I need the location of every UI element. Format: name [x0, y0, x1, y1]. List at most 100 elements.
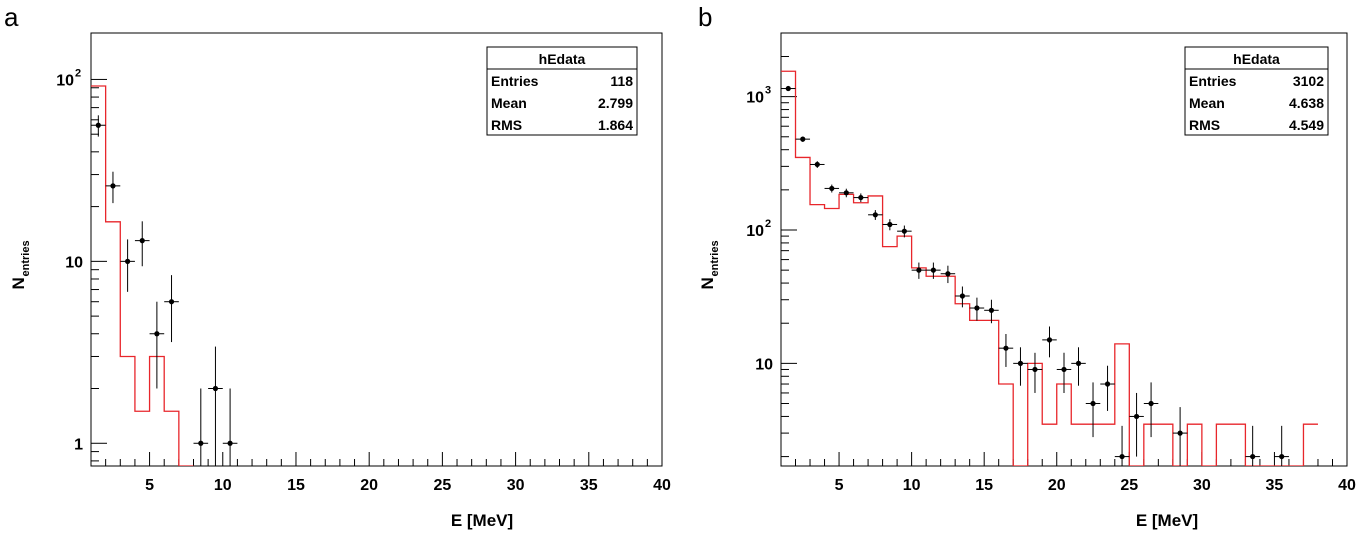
data-point [1027, 352, 1043, 393]
data-point [164, 275, 179, 343]
point-marker [1104, 381, 1111, 387]
data-point [1143, 382, 1159, 438]
point-marker [1250, 453, 1256, 460]
data-point [120, 239, 135, 292]
point-marker [843, 190, 849, 196]
data-points [91, 115, 238, 466]
data-point [911, 262, 927, 279]
y-tick-label: 10 [755, 356, 773, 373]
data-point [940, 265, 956, 284]
data-point [193, 388, 209, 466]
point-marker [168, 299, 175, 305]
data-point [1129, 392, 1144, 457]
data-point [1056, 352, 1072, 393]
data-point [955, 286, 970, 308]
stats-row-value: 118 [610, 73, 633, 89]
stats-title: hEdata [1233, 51, 1280, 67]
point-marker [1177, 430, 1183, 436]
data-point [781, 85, 796, 92]
x-tick-label: 25 [1120, 477, 1138, 494]
stats-box: hEdata Entries 3102 Mean 4.638 RMS 4.549 [1184, 46, 1329, 136]
x-tick-label: 5 [835, 477, 844, 494]
data-point [839, 188, 854, 198]
y-axis-label-main: N [9, 277, 28, 289]
point-marker [887, 221, 893, 228]
panel-letter: a [4, 2, 19, 32]
y-axis-label-sub: entries [20, 240, 32, 276]
panel-letter: b [698, 2, 712, 32]
stats-row-value: 2.799 [598, 95, 633, 111]
data-point [795, 136, 811, 142]
point-marker [1279, 453, 1285, 460]
x-tick-label: 30 [1193, 477, 1211, 494]
histogram [781, 70, 1318, 466]
x-tick-label: 35 [580, 477, 598, 494]
point-marker [110, 183, 116, 189]
data-point [1042, 326, 1057, 358]
point-marker [198, 440, 204, 446]
point-marker [125, 258, 131, 264]
y-axis-label-main: N [698, 277, 717, 289]
histogram-line [781, 70, 1318, 466]
point-marker [916, 267, 922, 273]
point-marker [1061, 366, 1067, 373]
x-tick-label: 10 [214, 477, 232, 494]
y-axis-ticks [91, 78, 107, 462]
data-point [1100, 365, 1115, 411]
point-marker [814, 161, 820, 168]
data-point [1274, 425, 1289, 466]
y-axis-ticks [781, 32, 797, 458]
point-marker [829, 185, 835, 192]
point-marker [1046, 337, 1053, 343]
x-tick-label: 30 [507, 477, 525, 494]
x-tick-label: 10 [903, 477, 921, 494]
stats-box-frame [486, 46, 638, 136]
y-tick-label: 10 [746, 223, 764, 240]
x-tick-label: 15 [287, 477, 305, 494]
x-tick-label: 20 [1048, 477, 1066, 494]
point-marker [1090, 400, 1096, 407]
point-marker [1119, 453, 1125, 460]
data-point [1071, 347, 1086, 386]
stats-row-label: RMS [1189, 117, 1220, 133]
point-marker [1017, 360, 1024, 366]
stats-row-label: Entries [491, 73, 539, 89]
data-point [810, 161, 825, 168]
point-marker [974, 305, 980, 311]
x-tick-label: 20 [360, 477, 378, 494]
x-tick-label: 15 [975, 477, 993, 494]
stats-row-value: 3102 [1293, 73, 1324, 89]
x-tick-label: 5 [145, 477, 154, 494]
x-tick-label: 25 [433, 477, 451, 494]
plot-frame [780, 32, 1348, 467]
y-tick-exponent: 3 [765, 85, 771, 97]
point-marker [227, 440, 233, 446]
point-marker [154, 331, 160, 337]
stats-row-value: 4.638 [1289, 95, 1324, 111]
data-point [882, 219, 898, 231]
data-point [105, 171, 121, 204]
y-tick-label: 10 [65, 254, 83, 271]
stats-box-frame [1184, 46, 1329, 136]
data-point [222, 388, 238, 466]
point-marker [959, 293, 966, 299]
y-tick-label: 1 [74, 436, 83, 453]
point-marker [1148, 400, 1154, 407]
data-point [1172, 407, 1188, 466]
data-point [1013, 347, 1028, 386]
point-marker [1075, 360, 1082, 366]
x-tick-label: 35 [1266, 477, 1284, 494]
data-point [824, 184, 840, 193]
data-point [1114, 425, 1130, 466]
data-point [91, 115, 106, 137]
histogram [91, 85, 194, 466]
stats-row-value: 4.549 [1289, 117, 1324, 133]
data-point [1085, 382, 1101, 438]
stats-row-label: RMS [491, 117, 522, 133]
y-tick-exponent: 2 [765, 218, 771, 230]
point-marker [901, 228, 907, 234]
